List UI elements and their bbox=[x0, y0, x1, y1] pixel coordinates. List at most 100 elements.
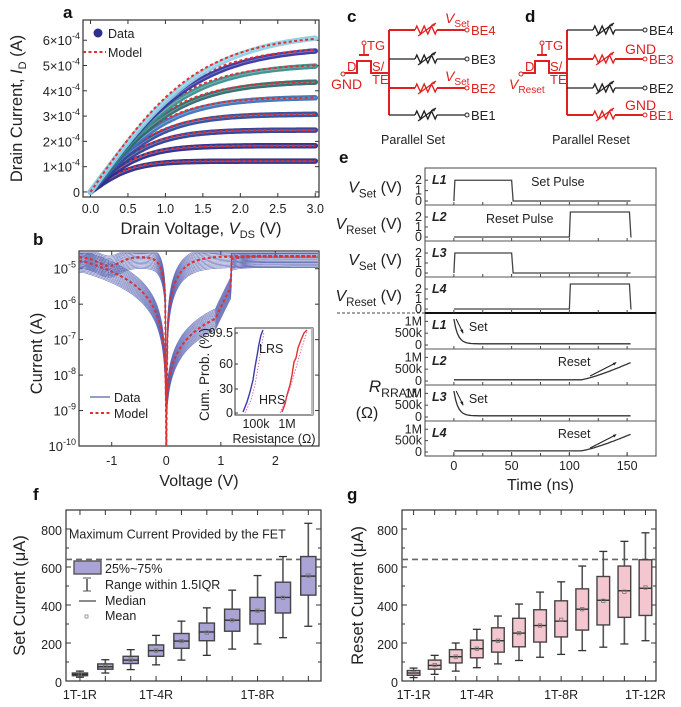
plot-frame bbox=[65, 509, 322, 682]
mean-marker bbox=[128, 657, 133, 662]
x-tick-label: 1T-1R bbox=[63, 688, 97, 702]
box-6 bbox=[511, 603, 527, 662]
panel-label-d: d bbox=[525, 7, 535, 26]
v-tick-label: 0 bbox=[415, 230, 422, 244]
gate-terminal bbox=[361, 40, 367, 46]
y-tick-label: 3×10-4 bbox=[43, 107, 80, 124]
box-11 bbox=[617, 540, 632, 645]
mean-marker bbox=[77, 672, 83, 677]
y-tick-label: 800 bbox=[377, 524, 398, 538]
top-electrode-label: TE bbox=[550, 72, 567, 87]
mean-marker bbox=[580, 607, 585, 612]
r-tick-label: 1M bbox=[405, 350, 422, 364]
be-label-be1: BE1 bbox=[649, 108, 674, 123]
legend-data-label: Data bbox=[108, 27, 134, 41]
y-tick-label: 600 bbox=[41, 562, 62, 576]
iqr-box bbox=[427, 659, 442, 670]
box-2 bbox=[427, 654, 442, 675]
v-tick-label: 0 bbox=[415, 266, 422, 280]
box-1 bbox=[406, 667, 421, 679]
y-axis-label: Current (A) bbox=[28, 313, 46, 395]
set-annotation: Set bbox=[469, 392, 488, 406]
panel-label-g: g bbox=[347, 485, 357, 504]
x-tick-label: 2 bbox=[272, 454, 279, 468]
transistor-channel bbox=[343, 60, 389, 74]
top-electrode-label: TE bbox=[372, 72, 389, 87]
legend-model-label: Model bbox=[108, 46, 142, 60]
inset-y-tick-label: 60 bbox=[219, 357, 233, 371]
arrow-head bbox=[612, 434, 617, 438]
y-tick-label: 10-9 bbox=[54, 402, 76, 419]
v-tick-label: 1 bbox=[415, 256, 422, 270]
y-tick-label: 400 bbox=[41, 600, 62, 614]
data-curve bbox=[79, 265, 318, 418]
box-10 bbox=[596, 550, 611, 648]
model-curve bbox=[79, 255, 318, 446]
pulse-annotation: Set Pulse bbox=[531, 175, 585, 189]
data-curve bbox=[79, 263, 318, 416]
v-axis-label: VSet (V) bbox=[348, 252, 402, 273]
iqr-box bbox=[490, 627, 505, 653]
resistance-curve bbox=[453, 390, 631, 417]
legend-box-swatch bbox=[73, 560, 102, 575]
arrow-head bbox=[610, 52, 614, 56]
be-label-be3: BE3 bbox=[471, 52, 496, 67]
y-tick-label: 4×10-4 bbox=[43, 82, 80, 99]
bias-label: VSet bbox=[445, 10, 470, 30]
data-curve bbox=[79, 262, 318, 414]
x-tick-label: 2.5 bbox=[269, 202, 286, 216]
y-tick-label: 5×10-4 bbox=[43, 57, 80, 74]
y-tick-label: 400 bbox=[377, 600, 398, 614]
mean-marker bbox=[601, 598, 606, 603]
line-label-l4: L4 bbox=[432, 282, 447, 296]
v-axis-label: VReset (V) bbox=[335, 216, 402, 237]
y-tick-label: 10-7 bbox=[54, 331, 76, 348]
y-axis-label: Reset Current (μA) bbox=[349, 526, 367, 665]
box-4 bbox=[147, 634, 165, 666]
be-terminal bbox=[642, 56, 648, 62]
legend-mean-swatch bbox=[84, 614, 89, 619]
data-curve bbox=[79, 252, 318, 398]
be-label-be2: BE2 bbox=[649, 81, 674, 96]
circuit-caption: Parallel Reset bbox=[552, 133, 630, 147]
box-7 bbox=[533, 591, 548, 658]
y-tick-label: 2×10-4 bbox=[43, 132, 80, 149]
box-5 bbox=[490, 615, 505, 665]
data-curve bbox=[79, 258, 318, 411]
reset-annotation: Reset bbox=[558, 427, 591, 441]
r-tick-label: 1M bbox=[405, 386, 422, 400]
transistor-channel bbox=[521, 60, 567, 74]
iqr-box bbox=[554, 600, 569, 638]
bias-label: GND bbox=[625, 97, 656, 113]
x-tick-label: 50 bbox=[505, 459, 519, 473]
plot-frame bbox=[401, 509, 657, 682]
pulse-waveform bbox=[453, 211, 632, 238]
y-tick-label: 10-10 bbox=[49, 437, 76, 454]
reference-label: Maximum Current Provided by the FET bbox=[69, 527, 286, 541]
data-curve bbox=[79, 257, 318, 409]
inset-y-tick-label: 99.5 bbox=[209, 326, 233, 340]
panel-f: f 0 200 400 600 800 1T-1R 1T-4R 1T-8R Maximum Cur… bbox=[11, 485, 322, 702]
panel-a: a 0.0 0.5 1.0 1.5 2.0 2.5 3.0 0 1×10-4 2×10-4 3×10-… bbox=[8, 3, 324, 241]
x-tick-label: 3.0 bbox=[307, 202, 324, 216]
r-tick-label: 500k bbox=[395, 326, 423, 340]
line-label-l1: L1 bbox=[432, 173, 447, 187]
set-annotation: Set bbox=[469, 320, 488, 334]
mean-marker bbox=[474, 646, 479, 651]
v-tick-label: 1 bbox=[415, 220, 422, 234]
arrow-head bbox=[432, 52, 436, 56]
data-curve bbox=[79, 264, 318, 417]
y-tick-label: 600 bbox=[377, 562, 398, 576]
mean-marker bbox=[643, 585, 648, 590]
be-label-be4: BE4 bbox=[471, 23, 496, 38]
line-label-l3: L3 bbox=[432, 246, 447, 260]
r-tick-label: 1M bbox=[405, 314, 422, 328]
v-axis-label: VReset (V) bbox=[335, 288, 402, 309]
resistance-curve bbox=[453, 433, 631, 452]
panel-d: dTGDVResetS/TEBE4BE3GNDBE2BE1GNDParallel… bbox=[509, 7, 674, 147]
be-label-be3: BE3 bbox=[649, 52, 674, 67]
y-tick-label: 200 bbox=[377, 638, 398, 652]
y-axis-label: Set Current (μA) bbox=[11, 535, 29, 655]
x-tick-label: 2.0 bbox=[232, 202, 249, 216]
